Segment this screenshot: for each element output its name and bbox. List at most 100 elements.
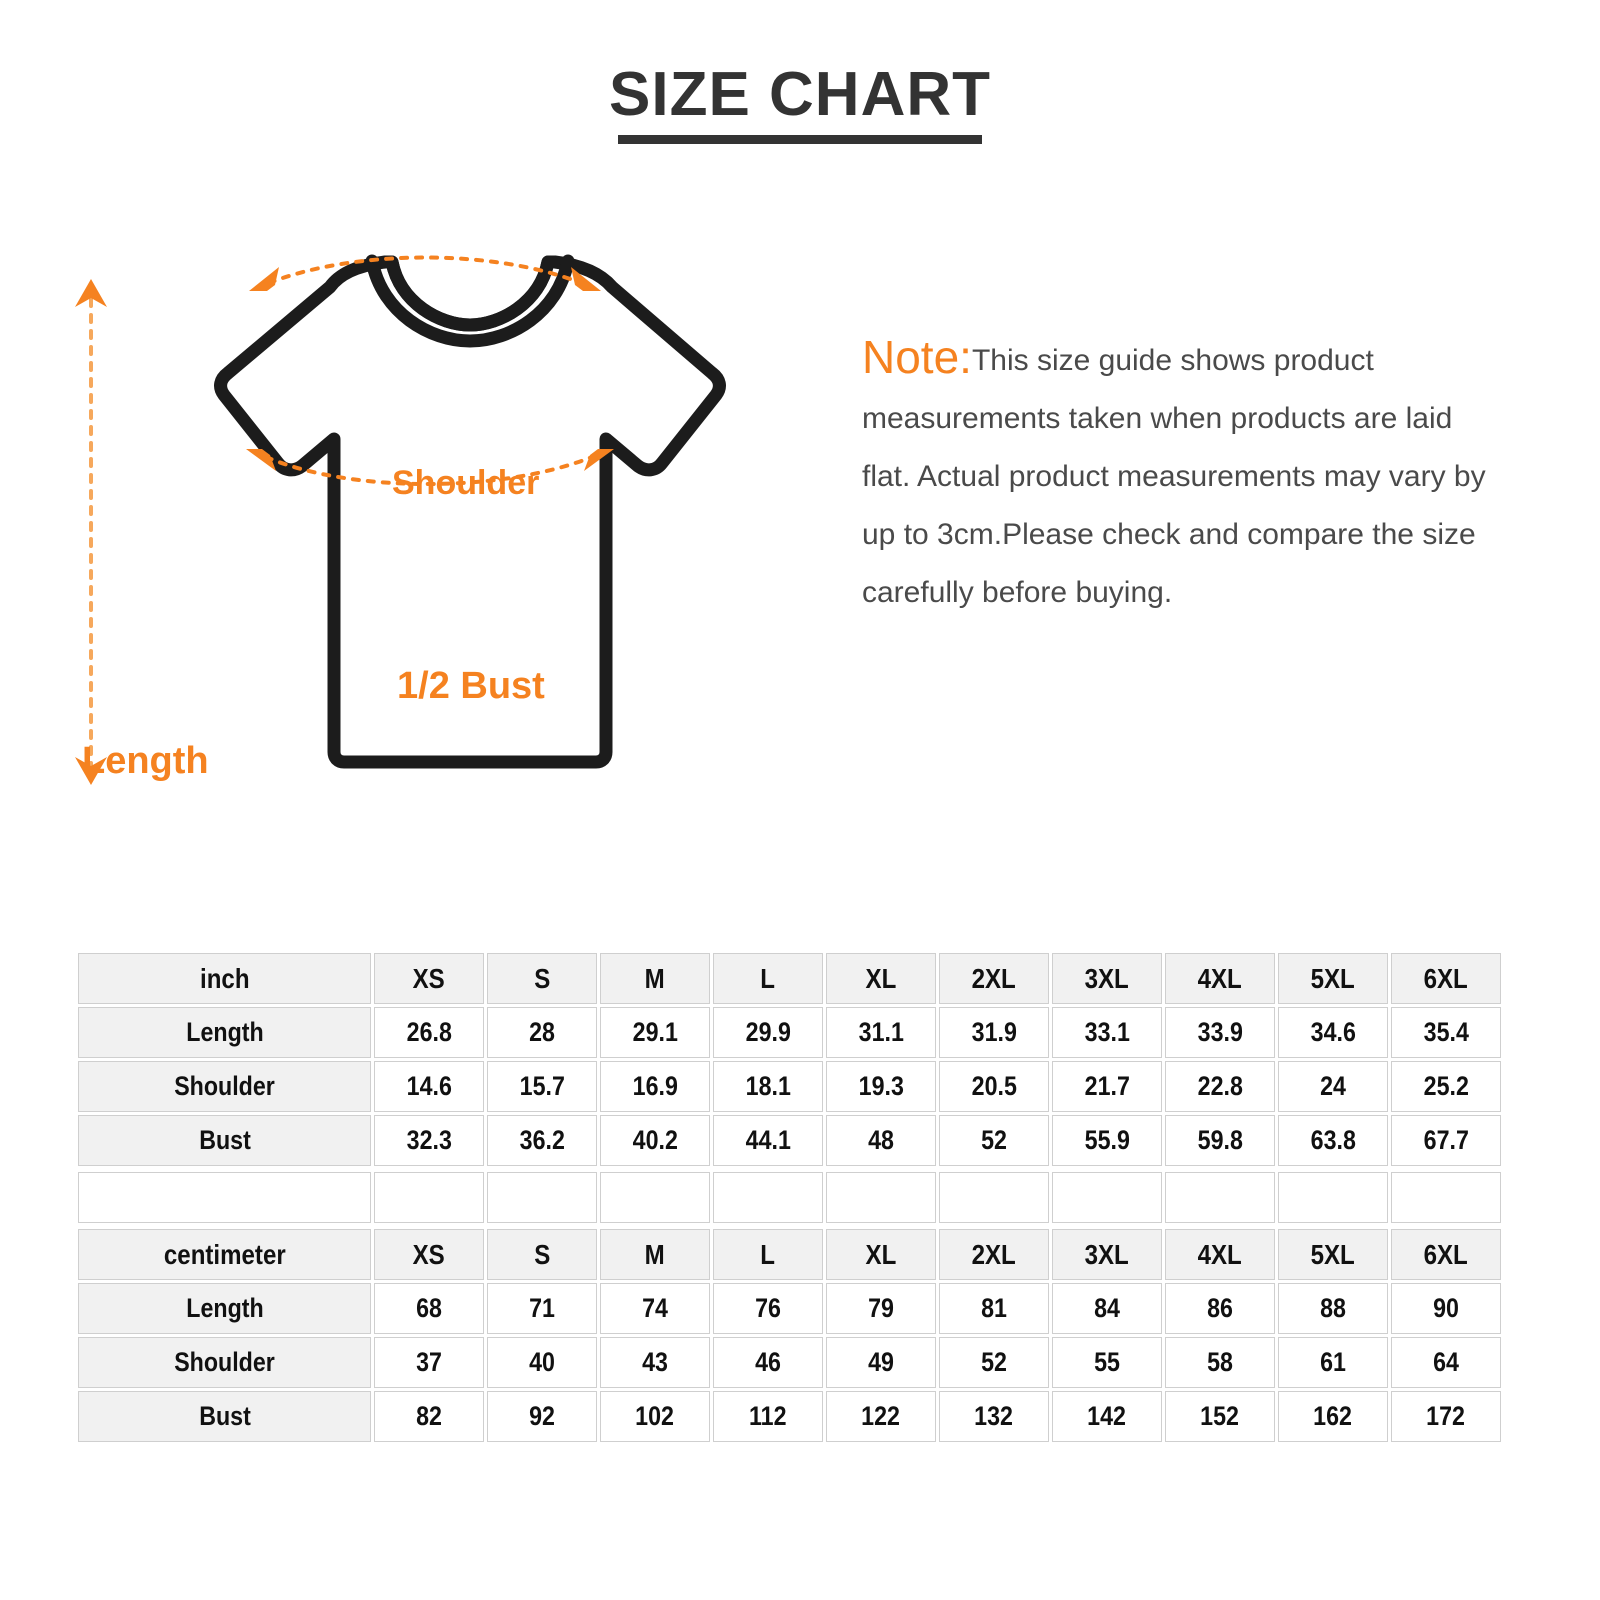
measurement-cell: 43 — [600, 1337, 710, 1388]
spacer-cell — [487, 1172, 597, 1223]
measurement-cell: 82 — [374, 1391, 484, 1442]
spacer-cell — [374, 1172, 484, 1223]
measurement-cell: 79 — [826, 1283, 936, 1334]
row-label-cell: Length — [78, 1283, 371, 1334]
measurement-cell: 19.3 — [826, 1061, 936, 1112]
spacer-cell — [939, 1172, 1049, 1223]
size-header-cell: 3XL — [1052, 1229, 1162, 1280]
size-header-cell: L — [713, 1229, 823, 1280]
title-underline — [618, 135, 982, 145]
table-row: Bust 32.3 36.2 40.2 44.1 48 52 55.9 59.8 63.8 67.7 — [78, 1115, 1501, 1166]
measurement-cell: 76 — [713, 1283, 823, 1334]
size-header-cell: XS — [374, 1229, 484, 1280]
spacer-cell — [713, 1172, 823, 1223]
measurement-cell: 22.8 — [1165, 1061, 1275, 1112]
size-header-cell: M — [600, 953, 710, 1004]
measurement-cell: 32.3 — [374, 1115, 484, 1166]
unit-header-cell: inch — [78, 953, 371, 1004]
measurement-cell: 63.8 — [1278, 1115, 1388, 1166]
measurement-cell: 33.1 — [1052, 1007, 1162, 1058]
size-header-cell: XL — [826, 1229, 936, 1280]
measurement-cell: 92 — [487, 1391, 597, 1442]
row-label-cell: Bust — [78, 1115, 371, 1166]
measurement-cell: 59.8 — [1165, 1115, 1275, 1166]
spacer-cell — [826, 1172, 936, 1223]
measurement-cell: 58 — [1165, 1337, 1275, 1388]
row-label-cell: Shoulder — [78, 1061, 371, 1112]
shoulder-dimension-arrow — [249, 255, 601, 291]
size-header-cell: 2XL — [939, 953, 1049, 1004]
size-header-cell: M — [600, 1229, 710, 1280]
measurement-cell: 15.7 — [487, 1061, 597, 1112]
measurement-cell: 40 — [487, 1337, 597, 1388]
size-tables: inch XS S M L XL 2XL 3XL 4XL 5XL 6XL Length 26.8 28 29… — [75, 950, 1504, 1445]
measurement-cell: 152 — [1165, 1391, 1275, 1442]
measurement-cell: 68 — [374, 1283, 484, 1334]
row-label-cell: Shoulder — [78, 1337, 371, 1388]
measurement-cell: 122 — [826, 1391, 936, 1442]
row-label-cell: Bust — [78, 1391, 371, 1442]
measurement-cell: 31.1 — [826, 1007, 936, 1058]
measurement-cell: 55.9 — [1052, 1115, 1162, 1166]
measurement-cell: 52 — [939, 1115, 1049, 1166]
shoulder-label: Shoulder — [392, 464, 540, 502]
measurement-cell: 142 — [1052, 1391, 1162, 1442]
size-header-cell: 6XL — [1391, 1229, 1501, 1280]
size-header-cell: 3XL — [1052, 953, 1162, 1004]
size-header-cell: XL — [826, 953, 936, 1004]
size-table-inch: inch XS S M L XL 2XL 3XL 4XL 5XL 6XL Length 26.8 28 29… — [75, 950, 1504, 1169]
length-label: Length — [82, 740, 209, 782]
measurement-cell: 16.9 — [600, 1061, 710, 1112]
measurement-cell: 74 — [600, 1283, 710, 1334]
spacer-cell — [1278, 1172, 1388, 1223]
table-row: Bust 82 92 102 112 122 132 142 152 162 172 — [78, 1391, 1501, 1442]
length-dimension-arrow — [75, 279, 107, 785]
size-header-cell: S — [487, 1229, 597, 1280]
table-row: Length 68 71 74 76 79 81 84 86 88 90 — [78, 1283, 1501, 1334]
measurement-cell: 90 — [1391, 1283, 1501, 1334]
measurement-cell: 34.6 — [1278, 1007, 1388, 1058]
table-spacer — [75, 1169, 1504, 1226]
measurement-cell: 71 — [487, 1283, 597, 1334]
measurement-cell: 36.2 — [487, 1115, 597, 1166]
note-block: Note:This size guide shows product measu… — [862, 332, 1502, 622]
measurement-cell: 67.7 — [1391, 1115, 1501, 1166]
measurement-cell: 24 — [1278, 1061, 1388, 1112]
table-row: Length 26.8 28 29.1 29.9 31.1 31.9 33.1 33.9 34.6… — [78, 1007, 1501, 1058]
size-header-cell: 5XL — [1278, 1229, 1388, 1280]
measurement-cell: 64 — [1391, 1337, 1501, 1388]
measurement-cell: 21.7 — [1052, 1061, 1162, 1112]
spacer-cell — [600, 1172, 710, 1223]
measurement-cell: 14.6 — [374, 1061, 484, 1112]
measurement-cell: 102 — [600, 1391, 710, 1442]
size-header-cell: 2XL — [939, 1229, 1049, 1280]
table-row: Shoulder 14.6 15.7 16.9 18.1 19.3 20.5 21.7 22.8… — [78, 1061, 1501, 1112]
measurement-cell: 46 — [713, 1337, 823, 1388]
measurement-cell: 132 — [939, 1391, 1049, 1442]
measurement-cell: 40.2 — [600, 1115, 710, 1166]
measurement-cell: 86 — [1165, 1283, 1275, 1334]
measurement-cell: 26.8 — [374, 1007, 484, 1058]
measurement-cell: 31.9 — [939, 1007, 1049, 1058]
note-body: This size guide shows product measuremen… — [862, 344, 1486, 609]
measurement-cell: 88 — [1278, 1283, 1388, 1334]
tshirt-diagram: Shoulder 1/2 Bust Length — [40, 225, 830, 815]
measurement-cell: 162 — [1278, 1391, 1388, 1442]
spacer-row — [78, 1172, 1501, 1223]
measurement-cell: 48 — [826, 1115, 936, 1166]
note-text: Note:This size guide shows product measu… — [862, 332, 1502, 622]
size-table-centimeter: centimeter XS S M L XL 2XL 3XL 4XL 5XL 6XL Length 68… — [75, 1226, 1504, 1445]
spacer-cell — [1052, 1172, 1162, 1223]
measurement-cell: 33.9 — [1165, 1007, 1275, 1058]
table-row: Shoulder 37 40 43 46 49 52 55 58 61 64 — [78, 1337, 1501, 1388]
measurement-cell: 25.2 — [1391, 1061, 1501, 1112]
size-header-cell: 5XL — [1278, 953, 1388, 1004]
bust-label: 1/2 Bust — [397, 665, 545, 707]
spacer-cell — [1165, 1172, 1275, 1223]
measurement-cell: 49 — [826, 1337, 936, 1388]
spacer-cell — [1391, 1172, 1501, 1223]
measurement-cell: 20.5 — [939, 1061, 1049, 1112]
table-header-row: inch XS S M L XL 2XL 3XL 4XL 5XL 6XL — [78, 953, 1501, 1004]
size-header-cell: 4XL — [1165, 953, 1275, 1004]
size-header-cell: S — [487, 953, 597, 1004]
